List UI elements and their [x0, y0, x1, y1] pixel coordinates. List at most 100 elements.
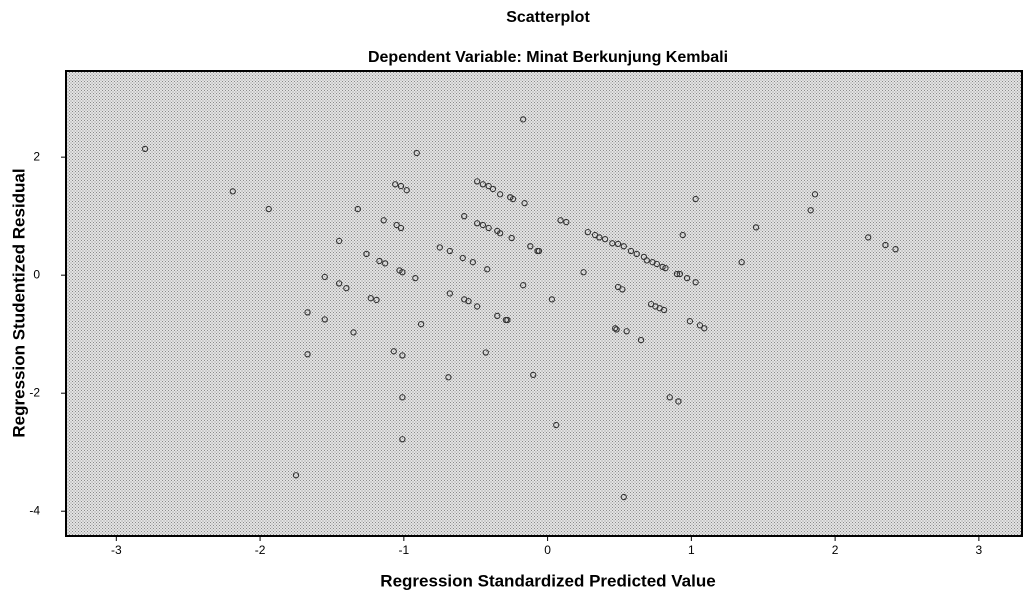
point [614, 240, 622, 248]
point [865, 234, 872, 241]
point [376, 257, 383, 265]
point [445, 374, 452, 381]
x-tick-label: -1 [398, 543, 409, 557]
x-tick-label: 3 [976, 543, 983, 557]
point [520, 116, 527, 123]
point [620, 243, 627, 250]
point [474, 178, 481, 185]
point [659, 263, 666, 271]
point [494, 312, 501, 320]
point [596, 234, 603, 241]
point [580, 269, 587, 276]
point [436, 244, 443, 251]
y-tick-label: -2 [29, 385, 40, 399]
point [882, 241, 889, 249]
point [381, 260, 389, 267]
chart-title: Scatterplot [506, 9, 590, 26]
point [508, 234, 515, 242]
point [530, 371, 537, 379]
y-axis-label: Regression Studentized Residual [9, 168, 28, 437]
x-tick-label: 2 [832, 543, 839, 557]
point [489, 185, 497, 193]
point [403, 187, 410, 194]
x-tick-label: -3 [111, 543, 122, 557]
point [412, 274, 419, 282]
point [584, 228, 591, 236]
point [643, 257, 650, 264]
point [811, 191, 819, 198]
point [676, 270, 684, 278]
point [397, 182, 405, 190]
point [397, 224, 405, 232]
x-axis-label: Regression Standardized Predicted Value [380, 571, 715, 590]
point [673, 270, 681, 278]
point [620, 493, 627, 501]
point [479, 221, 487, 229]
point [485, 182, 492, 190]
point [683, 274, 691, 282]
point [354, 205, 361, 213]
point [461, 213, 468, 220]
point [892, 246, 899, 253]
point [446, 290, 453, 297]
y-tick-label: 2 [33, 149, 40, 163]
point [504, 316, 511, 324]
point [509, 195, 517, 203]
point [367, 295, 374, 302]
point [399, 436, 406, 443]
point [627, 247, 635, 255]
point [335, 237, 343, 245]
point [141, 145, 149, 153]
point [521, 200, 528, 207]
point [601, 236, 609, 243]
point [482, 349, 489, 356]
x-tick-label: 0 [544, 543, 551, 557]
point [380, 217, 387, 224]
point [623, 328, 630, 335]
point [465, 297, 472, 305]
y-tick-label: 0 [33, 267, 40, 281]
point [292, 472, 300, 479]
point [553, 421, 560, 429]
point [637, 336, 645, 344]
x-tick-label: -2 [255, 543, 266, 557]
point [653, 260, 661, 268]
point [613, 326, 620, 333]
point [692, 279, 699, 286]
point [474, 303, 481, 310]
point [399, 352, 406, 359]
point [752, 224, 760, 231]
point [459, 254, 466, 262]
point [413, 149, 420, 157]
point [304, 351, 311, 358]
point [535, 247, 543, 255]
point [692, 195, 699, 203]
point [399, 394, 406, 401]
point [557, 217, 564, 224]
point [675, 398, 682, 405]
point [265, 205, 272, 213]
point [666, 394, 673, 401]
point [393, 221, 400, 229]
point [807, 207, 814, 214]
point [563, 218, 570, 226]
point [390, 348, 397, 355]
point [469, 259, 476, 266]
point [229, 188, 236, 195]
point [399, 269, 406, 276]
point [701, 325, 708, 332]
point [484, 266, 491, 273]
point [363, 250, 370, 258]
point [612, 325, 619, 332]
point [619, 286, 626, 293]
point [686, 318, 694, 325]
point [350, 329, 357, 336]
plot-area [65, 70, 1023, 537]
y-tick-label: -4 [29, 503, 40, 517]
point [335, 280, 343, 287]
point [304, 309, 311, 316]
point [548, 296, 556, 303]
point [497, 191, 504, 198]
point [479, 181, 487, 188]
point [343, 285, 350, 292]
